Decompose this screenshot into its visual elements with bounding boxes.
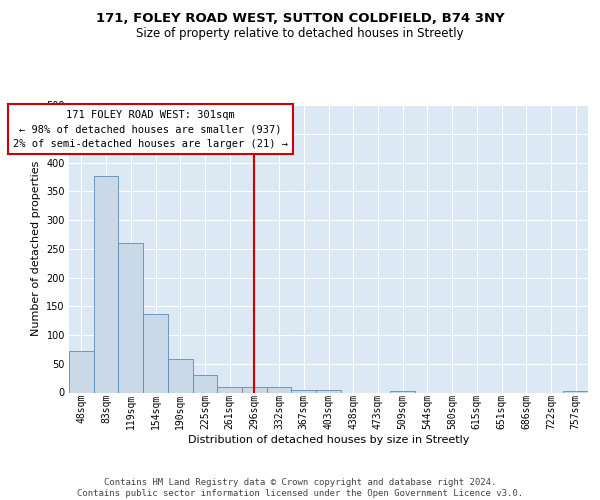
Bar	[168, 358, 193, 392]
Y-axis label: Number of detached properties: Number of detached properties	[31, 161, 41, 336]
Bar	[242, 387, 267, 392]
Bar	[193, 375, 217, 392]
Bar	[316, 390, 341, 392]
Bar	[217, 387, 242, 392]
Text: Contains HM Land Registry data © Crown copyright and database right 2024.
Contai: Contains HM Land Registry data © Crown c…	[77, 478, 523, 498]
Text: 171, FOLEY ROAD WEST, SUTTON COLDFIELD, B74 3NY: 171, FOLEY ROAD WEST, SUTTON COLDFIELD, …	[95, 12, 505, 26]
Bar	[94, 176, 118, 392]
Text: Size of property relative to detached houses in Streetly: Size of property relative to detached ho…	[136, 28, 464, 40]
X-axis label: Distribution of detached houses by size in Streetly: Distribution of detached houses by size …	[188, 434, 469, 444]
Text: 171 FOLEY ROAD WEST: 301sqm
← 98% of detached houses are smaller (937)
2% of sem: 171 FOLEY ROAD WEST: 301sqm ← 98% of det…	[13, 110, 288, 149]
Bar	[69, 351, 94, 393]
Bar	[143, 314, 168, 392]
Bar	[118, 243, 143, 392]
Bar	[563, 391, 588, 392]
Bar	[292, 390, 316, 392]
Bar	[390, 391, 415, 392]
Bar	[267, 387, 292, 392]
